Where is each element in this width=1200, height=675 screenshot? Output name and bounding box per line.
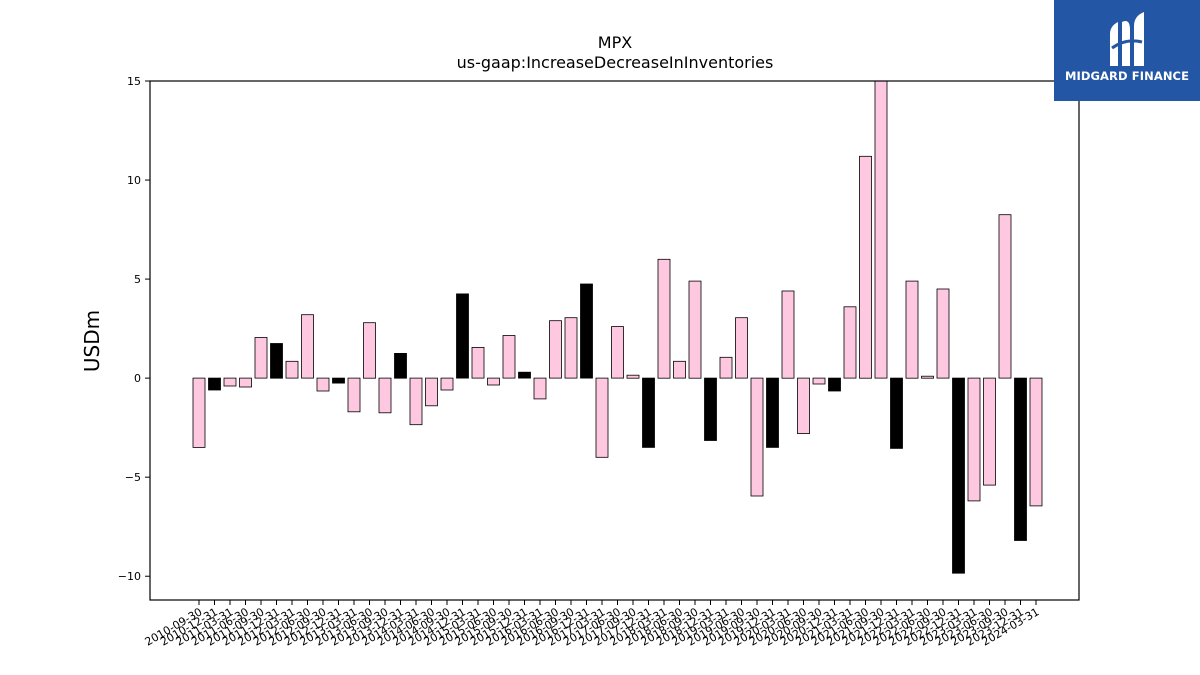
brand-name: MIDGARD FINANCE bbox=[1064, 69, 1190, 83]
bars-group bbox=[192, 80, 1043, 574]
y-tick-label: 5 bbox=[134, 273, 141, 286]
bar-2022-06-30 bbox=[921, 375, 934, 379]
bar-2022-03-31 bbox=[905, 280, 919, 379]
bar-2024-03-31 bbox=[1029, 377, 1043, 507]
bar-2020-06-30 bbox=[797, 377, 810, 435]
bar-2023-06-30 bbox=[983, 377, 996, 486]
bar-2020-09-30 bbox=[812, 377, 826, 385]
bar-2018-03-31 bbox=[657, 258, 671, 379]
bar-2013-06-30 bbox=[363, 322, 376, 379]
bar-2014-12-31 bbox=[456, 293, 469, 379]
bar-2015-12-31 bbox=[518, 371, 531, 379]
bar-2021-09-30 bbox=[874, 80, 888, 379]
bar-2022-12-31 bbox=[952, 377, 965, 574]
bar-2016-12-31 bbox=[580, 283, 593, 379]
bar-2020-12-31 bbox=[828, 377, 841, 392]
bar-2023-03-31 bbox=[967, 377, 981, 502]
bar-2013-12-31 bbox=[394, 352, 407, 379]
bar-2019-12-31 bbox=[766, 377, 779, 448]
bar-2014-03-31 bbox=[409, 377, 423, 426]
bar-2023-12-31 bbox=[1014, 377, 1027, 541]
chart-title: MPX bbox=[598, 33, 632, 52]
bar-2021-03-31 bbox=[843, 306, 857, 379]
bar-2017-09-30 bbox=[626, 374, 640, 379]
y-tick-label: −5 bbox=[125, 471, 141, 484]
bar-2018-06-30 bbox=[673, 360, 686, 379]
bar-2011-06-30 bbox=[239, 377, 252, 388]
y-tick-label: 10 bbox=[127, 174, 141, 187]
bar-2017-03-31 bbox=[595, 377, 609, 458]
midgard-logo-icon bbox=[1110, 12, 1144, 66]
bar-2011-09-30 bbox=[254, 337, 268, 379]
bar-2020-03-31 bbox=[781, 290, 795, 379]
y-tick-label: 0 bbox=[134, 372, 141, 385]
bar-2013-03-31 bbox=[347, 377, 361, 413]
bar-2019-03-31 bbox=[719, 356, 733, 379]
bar-2021-06-30 bbox=[859, 155, 872, 379]
bar-2012-12-31 bbox=[332, 377, 345, 384]
bar-2016-03-31 bbox=[533, 377, 547, 400]
bar-2010-12-31 bbox=[208, 377, 221, 391]
bar-2014-09-30 bbox=[440, 377, 454, 391]
bar-2012-06-30 bbox=[301, 314, 314, 379]
y-tick-label: 15 bbox=[127, 75, 141, 88]
plot-frame bbox=[149, 80, 1080, 601]
bar-2018-12-31 bbox=[704, 377, 717, 441]
bar-2015-06-30 bbox=[487, 377, 500, 386]
y-axis: −10 −5 0 5 10 15 bbox=[118, 75, 150, 583]
bar-2023-09-30 bbox=[998, 214, 1012, 379]
bar-2013-09-30 bbox=[378, 377, 392, 414]
bar-2011-03-31 bbox=[223, 377, 237, 387]
bar-2016-06-30 bbox=[549, 320, 562, 379]
bar-2021-12-31 bbox=[890, 377, 903, 449]
bar-2019-06-30 bbox=[735, 317, 748, 379]
bar-2019-09-30 bbox=[750, 377, 764, 497]
bar-2011-12-31 bbox=[270, 343, 283, 379]
bar-2018-09-30 bbox=[688, 280, 702, 379]
bar-2022-09-30 bbox=[936, 288, 950, 379]
bar-2017-06-30 bbox=[611, 326, 624, 379]
bar-2017-12-31 bbox=[642, 377, 655, 448]
y-tick-label: −10 bbox=[118, 570, 141, 583]
bar-2015-03-31 bbox=[471, 346, 485, 379]
bar-2015-09-30 bbox=[502, 335, 516, 379]
chart-subtitle: us-gaap:IncreaseDecreaseInInventories bbox=[457, 53, 774, 72]
bar-2010-09-30 bbox=[192, 377, 206, 448]
bar-2012-03-31 bbox=[285, 360, 299, 379]
bar-2016-09-30 bbox=[564, 317, 578, 379]
brand-logo: MIDGARD FINANCE bbox=[1054, 0, 1200, 101]
y-axis-label: USDm bbox=[80, 310, 104, 372]
bar-2012-09-30 bbox=[316, 377, 330, 392]
x-axis: 2010-09-302010-12-312011-03-312011-06-30… bbox=[143, 600, 1042, 649]
bar-2014-06-30 bbox=[425, 377, 438, 407]
